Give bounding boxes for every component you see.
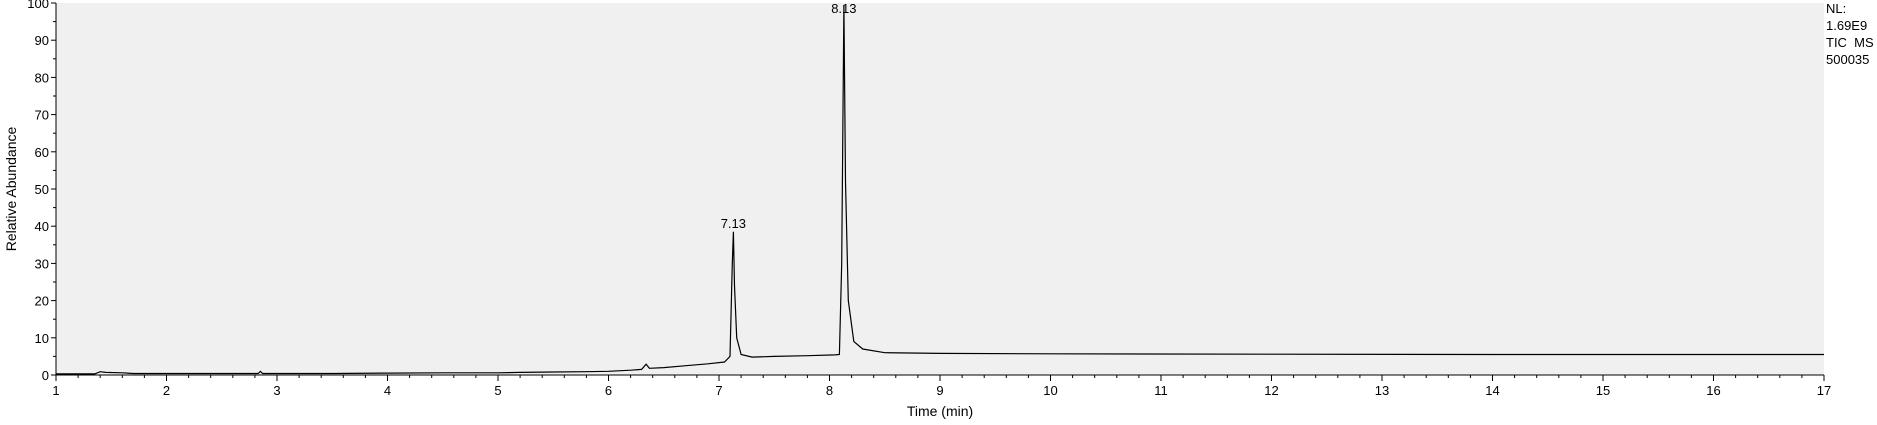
x-tick-label: 3 [273,383,280,398]
x-tick-label: 5 [494,383,501,398]
y-tick-label: 50 [35,182,49,197]
y-tick-label: 40 [35,219,49,234]
y-tick-label: 20 [35,294,49,309]
y-tick-label: 0 [42,368,49,383]
x-tick-label: 16 [1706,383,1720,398]
y-tick-label: 10 [35,331,49,346]
info-nl-value: 1.69E9 [1826,18,1867,33]
y-tick-label: 30 [35,256,49,271]
info-sample-id: 500035 [1826,52,1869,67]
y-tick-label: 100 [27,0,49,11]
info-panel: NL: 1.69E9 TIC MS 500035 [1826,1,1874,67]
x-tick-label: 12 [1264,383,1278,398]
x-tick-label: 1 [52,383,59,398]
x-tick-label: 13 [1375,383,1389,398]
x-tick-label: 7 [715,383,722,398]
y-ticks: 0 10 20 30 40 50 60 70 80 90 100 [27,0,56,383]
peak-label: 7.13 [721,216,746,231]
plot-area [56,3,1824,375]
x-tick-label: 11 [1154,383,1168,398]
x-tick-label: 8 [826,383,833,398]
y-tick-label: 90 [35,33,49,48]
x-tick-label: 2 [163,383,170,398]
x-ticks: 1 2 3 4 5 6 7 8 9 10 11 12 13 14 15 16 17 [52,375,1831,398]
x-tick-label: 4 [384,383,391,398]
x-tick-label: 17 [1817,383,1831,398]
peak-label: 8.13 [831,1,856,16]
x-axis-title: Time (min) [907,403,973,419]
x-tick-label: 6 [605,383,612,398]
y-axis-title: Relative Abundance [3,127,19,252]
x-tick-label: 10 [1043,383,1057,398]
y-tick-label: 70 [35,108,49,123]
peak-labels: 7.13 8.13 [721,1,857,231]
y-tick-label: 80 [35,70,49,85]
info-scan-type: TIC MS [1826,35,1874,50]
info-nl-label: NL: [1826,1,1846,16]
x-tick-label: 9 [936,383,943,398]
tic-trace [56,4,1824,375]
x-tick-label: 15 [1596,383,1610,398]
y-tick-label: 60 [35,145,49,160]
x-tick-label: 14 [1485,383,1499,398]
